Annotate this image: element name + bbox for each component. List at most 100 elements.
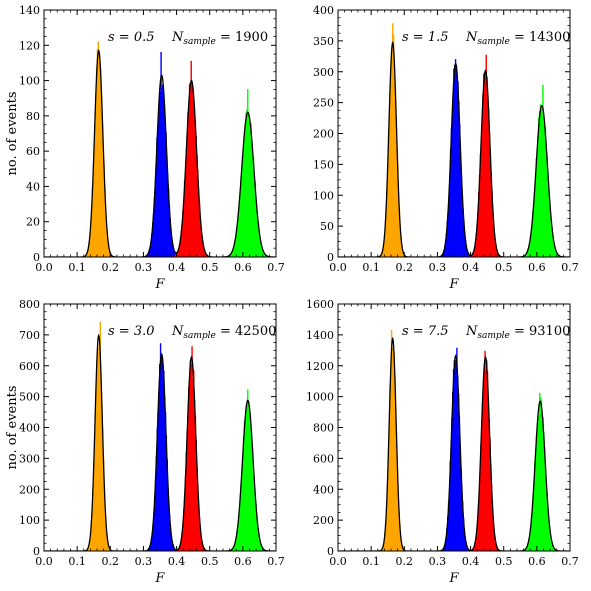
histogram-series-3 [173, 346, 210, 551]
annotation-n-sample: Nsample = 1900 [171, 30, 268, 47]
x-tick-label: 0.5 [201, 555, 219, 568]
y-tick-label: 0 [33, 251, 40, 264]
x-tick-label: 0.4 [168, 261, 186, 274]
x-tick-label: 0.1 [362, 261, 380, 274]
y-tick-label: 1400 [306, 329, 334, 342]
histogram-series-4 [226, 389, 270, 551]
y-tick-label: 0 [33, 545, 40, 558]
x-tick-label: 0.1 [362, 555, 380, 568]
y-tick-label: 100 [19, 75, 40, 88]
histogram-series-2 [437, 59, 475, 257]
y-tick-label: 60 [26, 145, 40, 158]
x-tick-label: 0.4 [462, 555, 480, 568]
y-tick-label: 0 [327, 545, 334, 558]
y-tick-label: 200 [313, 514, 334, 527]
plot-area [44, 321, 276, 551]
annotation-s: s = 7.5 [402, 324, 449, 339]
x-axis-label: F [154, 571, 165, 586]
histogram-series-3 [468, 350, 503, 551]
histogram-series-1 [378, 329, 407, 551]
y-tick-label: 600 [19, 360, 40, 373]
y-tick-label: 350 [313, 35, 334, 48]
y-tick-label: 700 [19, 329, 40, 342]
histogram-series-1 [377, 23, 409, 257]
annotation-s: s = 0.5 [108, 30, 155, 45]
y-tick-label: 1600 [306, 298, 334, 311]
x-tick-label: 0.2 [396, 261, 414, 274]
x-tick-label: 0.0 [35, 555, 53, 568]
histogram-series-4 [223, 89, 274, 257]
x-tick-label: 0.3 [135, 555, 153, 568]
panel-4: 0.0 0.1 0.2 0.3 0.4 0.5 0.6 0.7 0 200 400 600 800 100… [306, 298, 579, 586]
histogram-series-2 [144, 343, 180, 551]
x-tick-label: 0.1 [68, 261, 86, 274]
y-tick-label: 800 [19, 298, 40, 311]
x-tick-label: 0.1 [68, 555, 86, 568]
histogram-series-4 [519, 392, 561, 551]
y-tick-label: 400 [19, 422, 40, 435]
histogram-series-2 [142, 52, 182, 257]
y-tick-label: 400 [313, 4, 334, 17]
annotation-s: s = 1.5 [402, 30, 449, 45]
y-tick-label: 50 [320, 220, 334, 233]
y-tick-label: 400 [313, 483, 334, 496]
x-tick-label: 0.5 [495, 261, 513, 274]
y-tick-label: 200 [19, 483, 40, 496]
y-tick-label: 140 [19, 4, 40, 17]
y-tick-label: 800 [313, 422, 334, 435]
annotation-n-sample: Nsample = 93100 [465, 324, 570, 341]
y-tick-label: 600 [313, 452, 334, 465]
x-tick-label: 0.4 [168, 555, 186, 568]
x-tick-label: 0.3 [135, 261, 153, 274]
y-axis-label: no. of events [5, 91, 20, 175]
y-tick-label: 1000 [306, 391, 334, 404]
histogram-series-2 [438, 347, 473, 551]
x-tick-label: 0.4 [462, 261, 480, 274]
annotation-n-sample: Nsample = 14300 [465, 30, 570, 47]
x-tick-label: 0.2 [396, 555, 414, 568]
x-axis-label: F [154, 277, 165, 292]
annotation-n-sample: Nsample = 42500 [171, 324, 276, 341]
x-axis-label: F [448, 571, 459, 586]
y-tick-label: 500 [19, 391, 40, 404]
x-axis-label: F [448, 277, 459, 292]
annotation-s: s = 3.0 [108, 324, 155, 339]
x-tick-label: 0.2 [102, 555, 120, 568]
x-tick-label: 0.7 [561, 261, 579, 274]
y-tick-label: 300 [313, 66, 334, 79]
x-tick-label: 0.6 [528, 261, 546, 274]
y-tick-label: 20 [26, 216, 40, 229]
y-tick-label: 250 [313, 97, 334, 110]
y-tick-label: 0 [327, 251, 334, 264]
histogram-series-1 [81, 41, 116, 257]
x-tick-label: 0.6 [528, 555, 546, 568]
histogram-series-3 [467, 54, 505, 257]
histogram-series-3 [170, 60, 213, 257]
x-tick-label: 0.6 [234, 261, 252, 274]
y-tick-label: 100 [19, 514, 40, 527]
panel-3: 0.0 0.1 0.2 0.3 0.4 0.5 0.6 0.7 0 100 200 300 400 500… [5, 298, 285, 586]
histogram-series-4 [518, 85, 565, 257]
histogram-series-1 [83, 321, 114, 551]
x-tick-label: 0.3 [429, 261, 447, 274]
y-axis-label: no. of events [5, 385, 20, 469]
plot-area [338, 329, 570, 551]
x-tick-label: 0.5 [201, 261, 219, 274]
x-tick-label: 0.5 [495, 555, 513, 568]
y-tick-label: 1200 [306, 360, 334, 373]
x-tick-label: 0.3 [429, 555, 447, 568]
y-tick-label: 200 [313, 128, 334, 141]
x-tick-label: 0.2 [102, 261, 120, 274]
x-tick-label: 0.7 [267, 555, 285, 568]
plot-area [44, 41, 276, 257]
y-tick-label: 100 [313, 189, 334, 202]
y-tick-label: 150 [313, 158, 334, 171]
x-tick-label: 0.0 [329, 555, 347, 568]
y-tick-label: 300 [19, 452, 40, 465]
x-tick-label: 0.0 [35, 261, 53, 274]
panel-1: 0.0 0.1 0.2 0.3 0.4 0.5 0.6 0.7 0 20 40 60 80 100 120 1… [5, 4, 285, 292]
y-tick-label: 120 [19, 39, 40, 52]
x-tick-label: 0.6 [234, 555, 252, 568]
panel-2: 0.0 0.1 0.2 0.3 0.4 0.5 0.6 0.7 0 50 100 150 200 250 3… [313, 4, 579, 292]
